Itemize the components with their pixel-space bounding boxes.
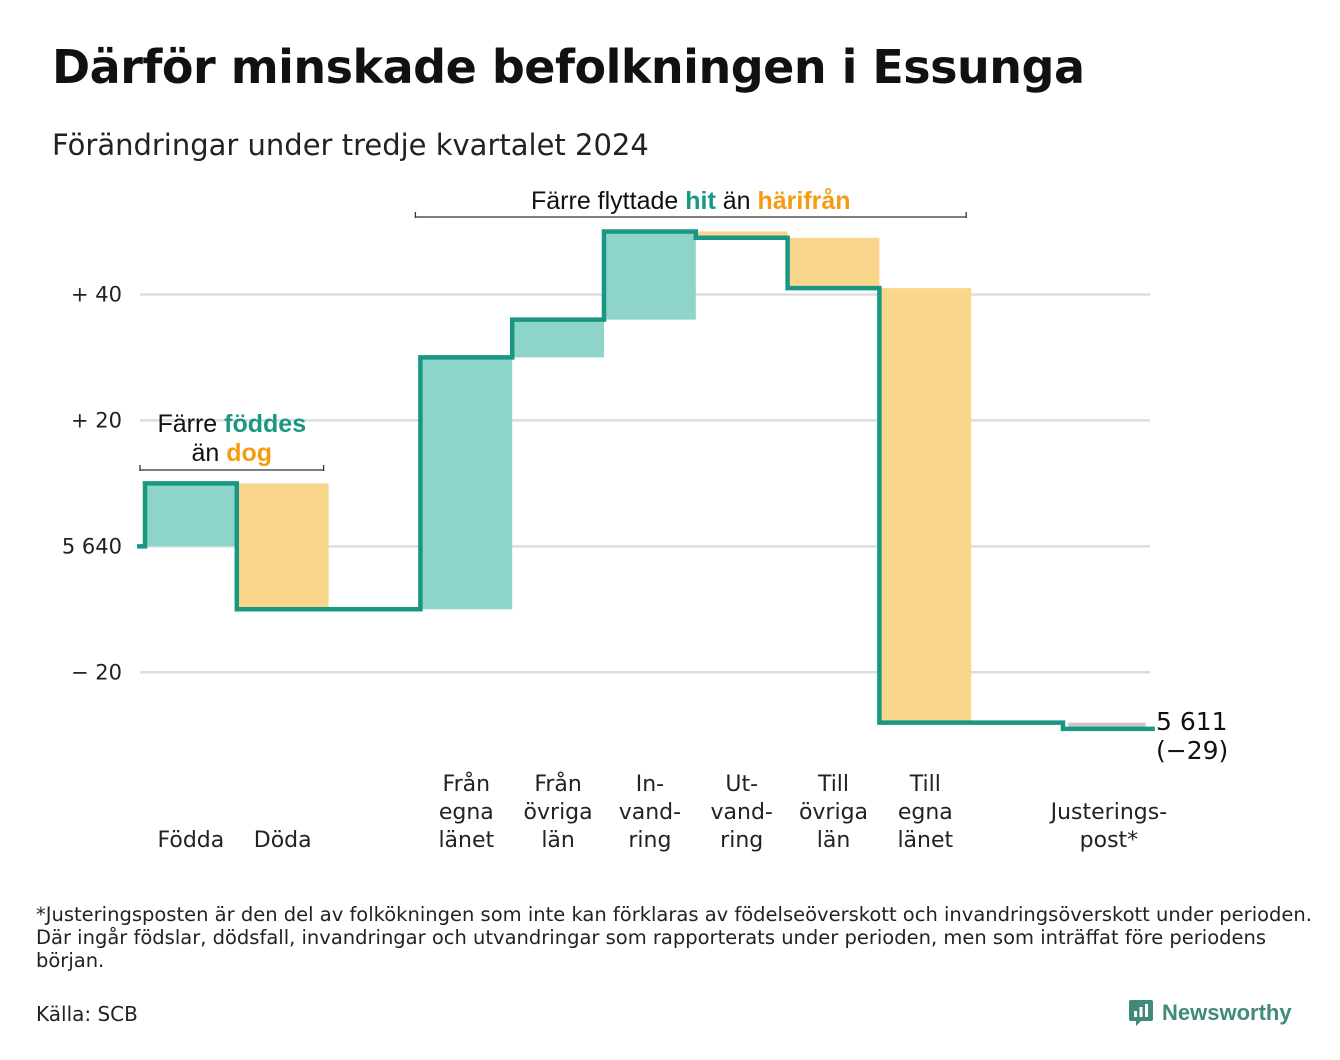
brand-logo: Newsworthy [1128, 998, 1292, 1028]
bracket-annotation: Färre flyttade hit än härifrån [414, 187, 967, 218]
category-label: Till övriga län [799, 772, 868, 853]
y-tick-label: 5 640 [62, 534, 122, 558]
category-label: Till egna länet [897, 772, 953, 853]
axis-labels: + 40 + 20 5 640 − 20 Födda Döda Från egna länet F… [62, 282, 1228, 853]
bar [604, 231, 696, 320]
newsworthy-logo-icon [1129, 1000, 1153, 1026]
end-change-label: (−29) [1156, 736, 1228, 765]
source-note: Källa: SCB [36, 1002, 138, 1026]
chart-title: Därför minskade befolkningen i Essunga [52, 40, 1085, 94]
bar [145, 483, 237, 547]
footnote: *Justeringsposten är den del av folkökni… [36, 903, 1312, 972]
category-label: Justerings-post* [1049, 800, 1168, 853]
annotation-text: än dog [192, 439, 273, 467]
category-label: Från övriga län [524, 771, 593, 853]
bar [512, 319, 604, 358]
bar [787, 237, 880, 289]
category-label: Från egna länet [438, 771, 494, 853]
category-label: Födda [158, 828, 225, 853]
bar [420, 357, 513, 610]
bar [695, 231, 788, 238]
annotation-text: Färre föddes [157, 410, 306, 438]
cumulative-line-path [137, 229, 1155, 732]
chart-subtitle: Förändringar under tredje kvartalet 2024 [52, 128, 649, 162]
annotation-text: Färre flyttade hit än härifrån [531, 187, 851, 215]
bar [1068, 722, 1146, 729]
y-tick-label: + 20 [71, 408, 122, 432]
bar [236, 483, 329, 610]
category-label: Ut-vand-ring [711, 772, 773, 853]
y-tick-label: + 40 [71, 282, 122, 306]
cumulative-line [137, 229, 1155, 732]
brand-name: Newsworthy [1162, 1000, 1292, 1025]
category-label: Döda [254, 828, 312, 853]
bar [879, 288, 972, 723]
bars [145, 231, 1146, 729]
end-value-label: 5 611 [1156, 707, 1228, 736]
y-tick-label: − 20 [71, 660, 122, 684]
category-label: In-vand-ring [619, 772, 681, 853]
